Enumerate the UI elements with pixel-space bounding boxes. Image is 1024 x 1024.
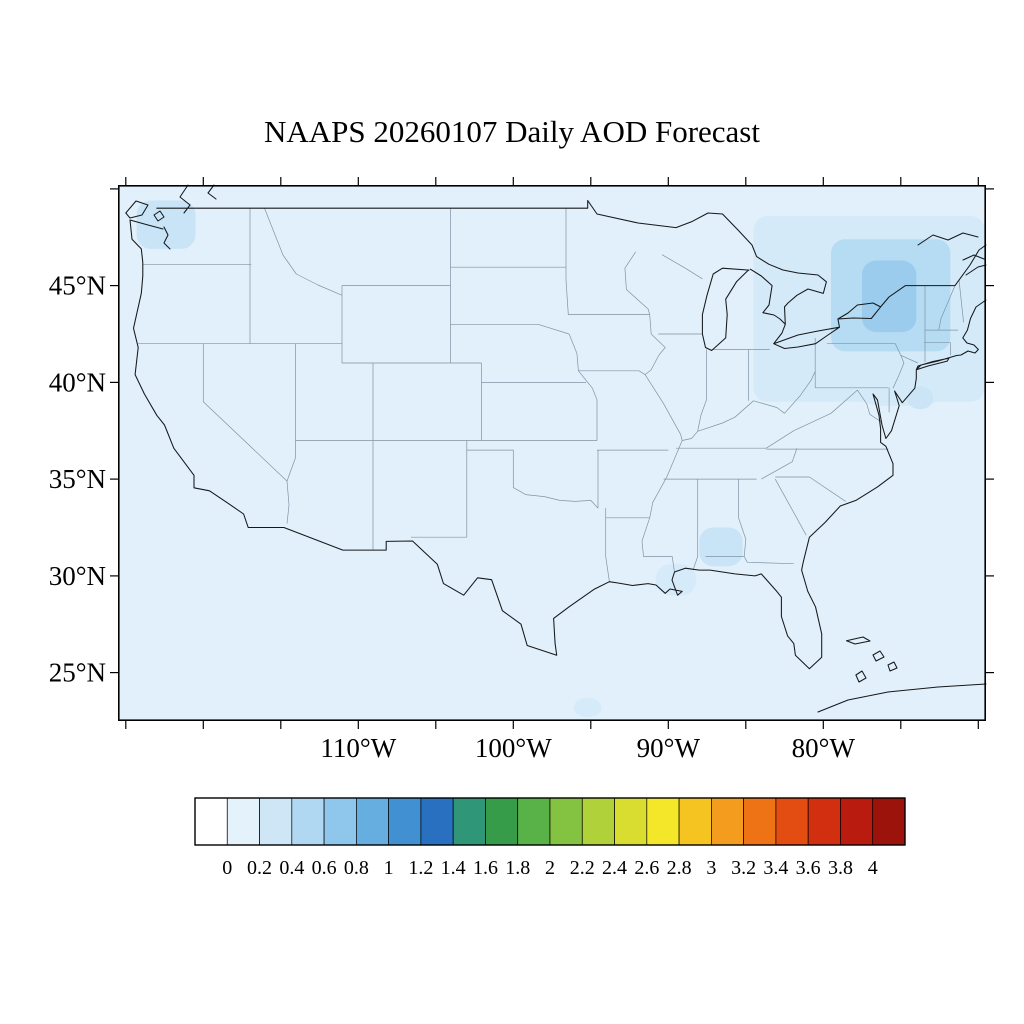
colorbar-cell bbox=[872, 797, 906, 846]
colorbar-cell bbox=[743, 797, 777, 846]
colorbar-cell bbox=[356, 797, 389, 846]
colorbar-cell bbox=[711, 797, 744, 846]
aod-patch-gulf-coast bbox=[655, 564, 697, 596]
lon-axis-label: 110°W bbox=[320, 733, 396, 763]
colorbar-tick-label: 1.2 bbox=[408, 857, 433, 879]
colorbar-cell bbox=[388, 797, 422, 846]
state-borders bbox=[138, 208, 964, 582]
chart-title: NAAPS 20260107 Daily AOD Forecast bbox=[264, 114, 760, 149]
colorbar-cell bbox=[646, 797, 680, 846]
lat-axis-label: 40°N bbox=[49, 367, 106, 397]
colorbar-tick-label: 3.2 bbox=[731, 857, 756, 879]
colorbar-tick-label: 3.8 bbox=[828, 857, 853, 879]
colorbar-tick-label: 3.4 bbox=[763, 857, 788, 879]
colorbar-tick-label: 0.2 bbox=[247, 857, 272, 879]
colorbar: 0 0.2 0.4 0.6 0.8 1 1.2 1.4 1.6 1.8 2 2.2 2.4 2.6 2.8 3… bbox=[194, 797, 906, 879]
colorbar-cell bbox=[549, 797, 583, 846]
colorbar-cell bbox=[581, 797, 615, 846]
lat-axis-label: 35°N bbox=[49, 464, 106, 494]
colorbar-tick-label: 4 bbox=[868, 857, 878, 879]
aod-patch-southeast bbox=[699, 527, 743, 567]
colorbar-cell bbox=[485, 797, 519, 846]
colorbar-tick-label: 2.2 bbox=[570, 857, 595, 879]
colorbar-cell bbox=[291, 797, 325, 846]
colorbar-cell bbox=[259, 797, 293, 846]
colorbar-cell bbox=[517, 797, 551, 846]
colorbar-tick-label: 0 bbox=[222, 857, 232, 879]
lon-axis-label: 100°W bbox=[475, 733, 552, 763]
lon-axis-label: 80°W bbox=[792, 733, 856, 763]
map-panel bbox=[118, 184, 987, 722]
colorbar-tick-label: 2.4 bbox=[602, 857, 627, 879]
lat-axis-label: 30°N bbox=[49, 561, 106, 591]
colorbar-tick-label: 1.4 bbox=[441, 857, 466, 879]
colorbar-cell bbox=[775, 797, 809, 846]
colorbar-cell bbox=[678, 797, 712, 846]
colorbar-frame bbox=[194, 797, 906, 846]
lat-axis-labels: 45°N 40°N 35°N 30°N 25°N bbox=[49, 271, 106, 688]
colorbar-cell bbox=[323, 797, 357, 846]
aod-patch-gulf-south bbox=[573, 697, 602, 718]
colorbar-tick-label: 2.8 bbox=[667, 857, 692, 879]
colorbar-tick-label: 1 bbox=[384, 857, 394, 879]
lat-axis-label: 45°N bbox=[49, 271, 106, 301]
colorbar-tick-label: 1.8 bbox=[505, 857, 530, 879]
colorbar-tick-label: 1.6 bbox=[473, 857, 498, 879]
colorbar-cell bbox=[420, 797, 454, 846]
colorbar-tick-label: 2 bbox=[545, 857, 555, 879]
colorbar-tick-label: 0.8 bbox=[344, 857, 369, 879]
colorbar-cell bbox=[840, 797, 874, 846]
colorbar-cell bbox=[614, 797, 648, 846]
axis-ticks bbox=[110, 177, 994, 729]
colorbar-tick-label: 3.6 bbox=[796, 857, 821, 879]
colorbar-cell bbox=[226, 797, 260, 846]
colorbar-tick-label: 2.6 bbox=[634, 857, 659, 879]
lat-axis-label: 25°N bbox=[49, 658, 106, 688]
aod-patch-atlantic-offshore bbox=[907, 386, 934, 410]
colorbar-tick-label: 0.4 bbox=[279, 857, 304, 879]
map-frame bbox=[118, 185, 987, 722]
lon-axis-label: 90°W bbox=[637, 733, 701, 763]
colorbar-cell bbox=[452, 797, 486, 846]
aod-patch-pacific-northwest bbox=[136, 200, 196, 249]
colorbar-tick-label: 0.6 bbox=[312, 857, 337, 879]
colorbar-tick-label: 3 bbox=[706, 857, 716, 879]
lon-axis-labels: 110°W 100°W 90°W 80°W bbox=[320, 733, 855, 763]
coastline-outline bbox=[125, 184, 987, 713]
colorbar-cell bbox=[807, 797, 841, 846]
colorbar-cell bbox=[194, 797, 228, 846]
